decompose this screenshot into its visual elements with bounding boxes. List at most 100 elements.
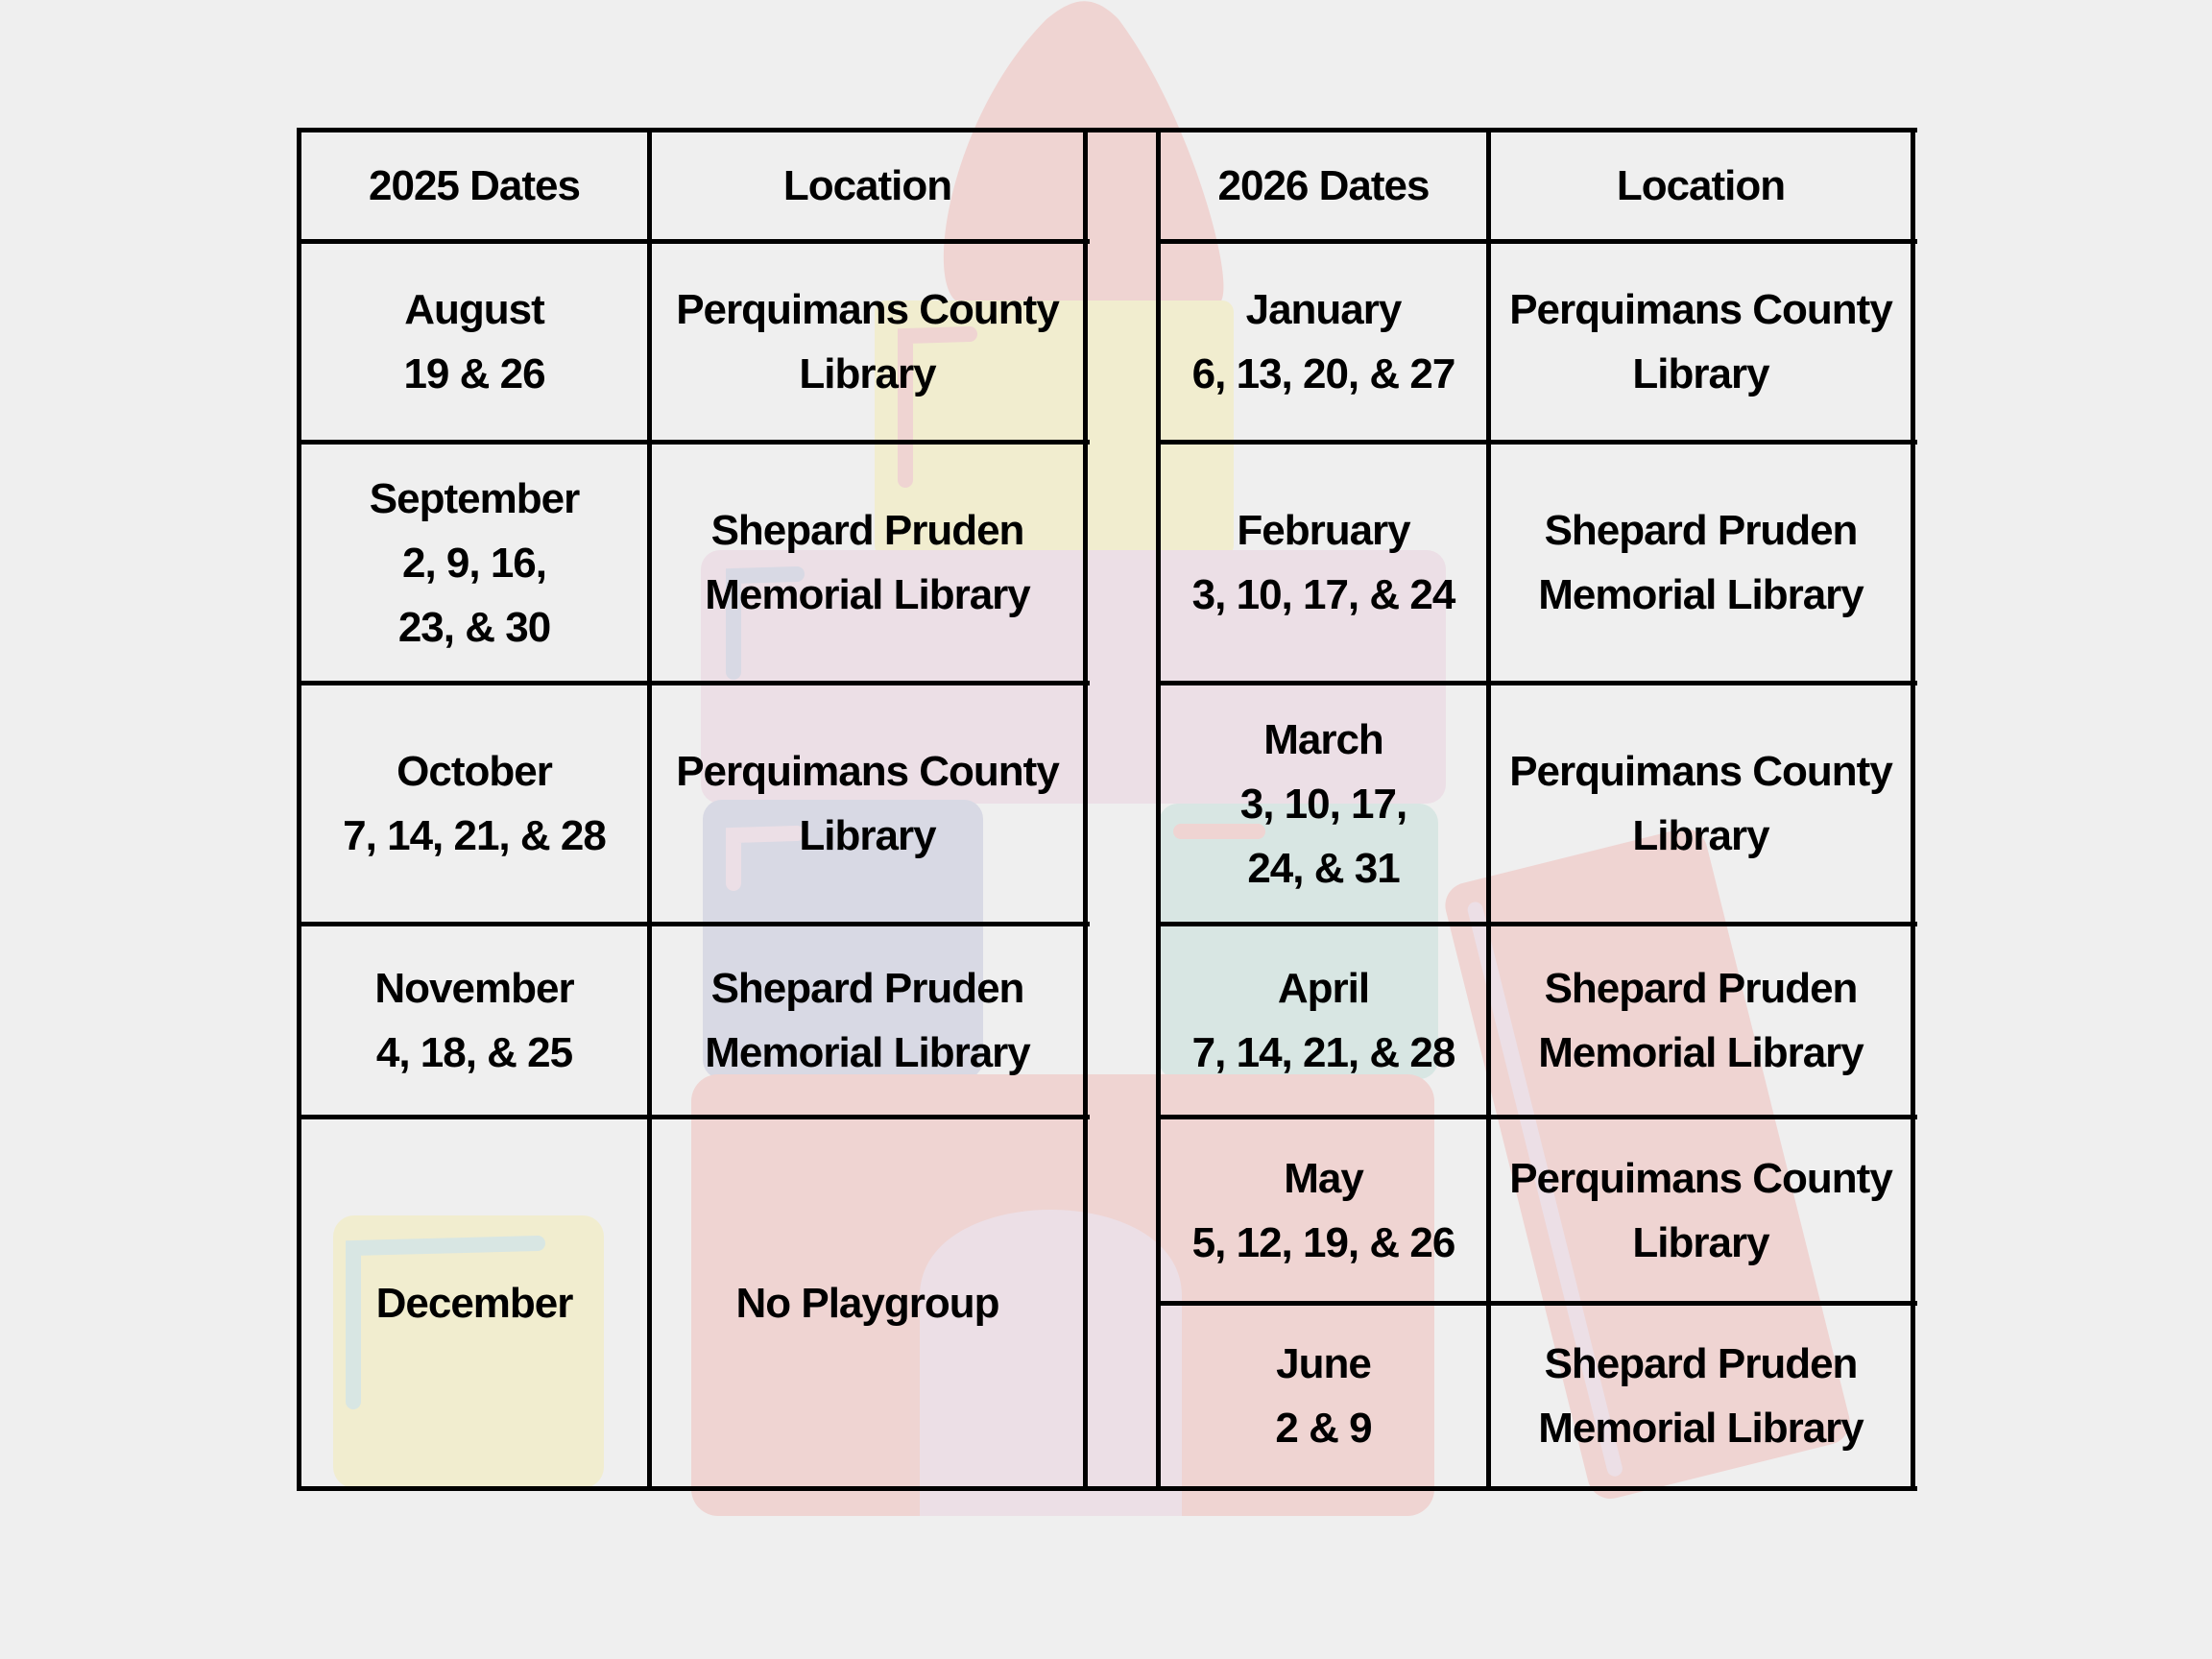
cell-text-line: 2, 9, 16,	[401, 539, 547, 587]
row-divider	[1158, 239, 1917, 244]
lavender-block-highlight	[726, 566, 805, 680]
cell-text-line: Shepard Pruden	[1544, 1340, 1859, 1387]
row-divider	[299, 681, 1090, 685]
left-yellow-block-highlight	[346, 1236, 545, 1409]
cell-text-line: Library	[1632, 1218, 1769, 1266]
cell-text-line: Library	[799, 350, 936, 397]
cell-text-line: Shepard Pruden	[1544, 965, 1859, 1012]
cell-text-line: December	[375, 1279, 574, 1327]
header-dates: 2025 Dates	[301, 132, 647, 239]
location-cell: Perquimans County Library	[652, 685, 1083, 922]
dates-cell: April 7, 14, 21, & 28	[1161, 926, 1486, 1115]
dates-cell: February 3, 10, 17, & 24	[1161, 445, 1486, 681]
cell-text-line: May	[1284, 1154, 1364, 1202]
yellow-block	[875, 301, 1234, 557]
mint-block	[1159, 804, 1438, 1079]
arch-shape	[920, 1210, 1182, 1516]
blue-block-highlight	[726, 826, 805, 891]
cell-text-line: 4, 18, & 25	[375, 1029, 573, 1076]
cell-text-line: Library	[1632, 350, 1769, 397]
row-divider	[299, 1115, 1090, 1119]
cell-text-line: Memorial Library	[1538, 571, 1864, 618]
cell-text-line: 2 & 9	[1275, 1405, 1372, 1452]
dates-cell: January 6, 13, 20, & 27	[1161, 244, 1486, 440]
dates-cell: March 3, 10, 17, 24, & 31	[1161, 685, 1486, 922]
cell-text-line: No Playgroup	[735, 1279, 999, 1327]
location-cell: Perquimans County Library	[1491, 1119, 1911, 1301]
dates-cell: June 2 & 9	[1161, 1306, 1486, 1486]
dates-cell: May 5, 12, 19, & 26	[1161, 1119, 1486, 1301]
column-divider	[1083, 128, 1088, 1491]
cell-text-line: Shepard Pruden	[1544, 507, 1859, 554]
yellow-block-highlight	[898, 326, 977, 488]
cell-text-line: 2025 Dates	[369, 162, 581, 209]
row-divider	[299, 922, 1090, 926]
blue-block	[703, 800, 983, 1079]
row-divider	[1158, 922, 1917, 926]
cell-text-line: 3, 10, 17, & 24	[1191, 571, 1456, 618]
cell-text-line: Memorial Library	[705, 571, 1031, 618]
location-cell: Shepard Pruden Memorial Library	[1491, 1306, 1911, 1486]
cell-text-line: January	[1245, 286, 1403, 333]
cell-text-line: 7, 14, 21, & 28	[343, 812, 607, 859]
cell-text-line: 3, 10, 17,	[1239, 780, 1407, 828]
cell-text-line: February	[1237, 507, 1410, 554]
location-cell: No Playgroup	[652, 1119, 1083, 1486]
dates-cell: December	[301, 1119, 647, 1486]
cell-text-line: Perquimans County	[1509, 286, 1893, 333]
location-cell: Perquimans County Library	[652, 244, 1083, 440]
left-yellow-block	[333, 1215, 604, 1488]
tilted-block-highlight	[1467, 902, 1623, 1477]
column-divider	[1911, 128, 1915, 1491]
location-cell: Perquimans County Library	[1491, 244, 1911, 440]
row-divider	[1158, 1115, 1917, 1119]
dates-cell: November 4, 18, & 25	[301, 926, 647, 1115]
cell-text-line: March	[1263, 715, 1384, 763]
column-divider	[297, 128, 301, 1491]
header-location: Location	[1491, 132, 1911, 239]
header-location: Location	[652, 132, 1083, 239]
table-top-border	[299, 128, 1917, 132]
cell-text-line: 19 & 26	[403, 350, 545, 397]
cell-text-line: Location	[782, 162, 952, 209]
row-divider	[299, 239, 1090, 244]
cell-text-line: Perquimans County	[1509, 748, 1893, 795]
location-cell: Perquimans County Library	[1491, 685, 1911, 922]
column-divider	[1486, 128, 1491, 1491]
cell-text-line: Location	[1616, 162, 1786, 209]
cell-text-line: Perquimans County	[1509, 1154, 1893, 1202]
cell-text-line: November	[374, 965, 574, 1012]
cell-text-line: 2026 Dates	[1217, 162, 1431, 209]
cell-text-line: 7, 14, 21, & 28	[1191, 1029, 1456, 1076]
column-divider	[647, 128, 652, 1491]
cell-text-line: Shepard Pruden	[710, 507, 1025, 554]
cell-text-line: 24, & 31	[1247, 844, 1400, 892]
cell-text-line: August	[404, 286, 545, 333]
cell-text-line: Memorial Library	[705, 1029, 1031, 1076]
row-divider	[1158, 440, 1917, 445]
row-divider	[1158, 681, 1917, 685]
cell-text-line: 23, & 30	[397, 603, 551, 651]
cell-text-line: Memorial Library	[1538, 1029, 1864, 1076]
tilted-pink-block	[1445, 829, 1850, 1499]
header-dates: 2026 Dates	[1161, 132, 1486, 239]
cell-text-line: April	[1277, 965, 1370, 1012]
cell-text-line: Memorial Library	[1538, 1405, 1864, 1452]
cell-text-line: Library	[1632, 812, 1769, 859]
column-divider	[1156, 128, 1161, 1491]
dates-cell: October 7, 14, 21, & 28	[301, 685, 647, 922]
cell-text-line: September	[369, 474, 580, 522]
location-cell: Shepard Pruden Memorial Library	[652, 926, 1083, 1115]
cell-text-line: 5, 12, 19, & 26	[1191, 1218, 1456, 1266]
table-bottom-border	[299, 1486, 1917, 1491]
dates-cell: August 19 & 26	[301, 244, 647, 440]
dates-cell: September 2, 9, 16, 23, & 30	[301, 445, 647, 681]
location-cell: Shepard Pruden Memorial Library	[652, 445, 1083, 681]
lavender-block	[701, 550, 1446, 804]
location-cell: Shepard Pruden Memorial Library	[1491, 445, 1911, 681]
location-cell: Shepard Pruden Memorial Library	[1491, 926, 1911, 1115]
cell-text-line: June	[1276, 1340, 1372, 1387]
cell-text-line: Library	[799, 812, 936, 859]
cell-text-line: Perquimans County	[676, 286, 1060, 333]
